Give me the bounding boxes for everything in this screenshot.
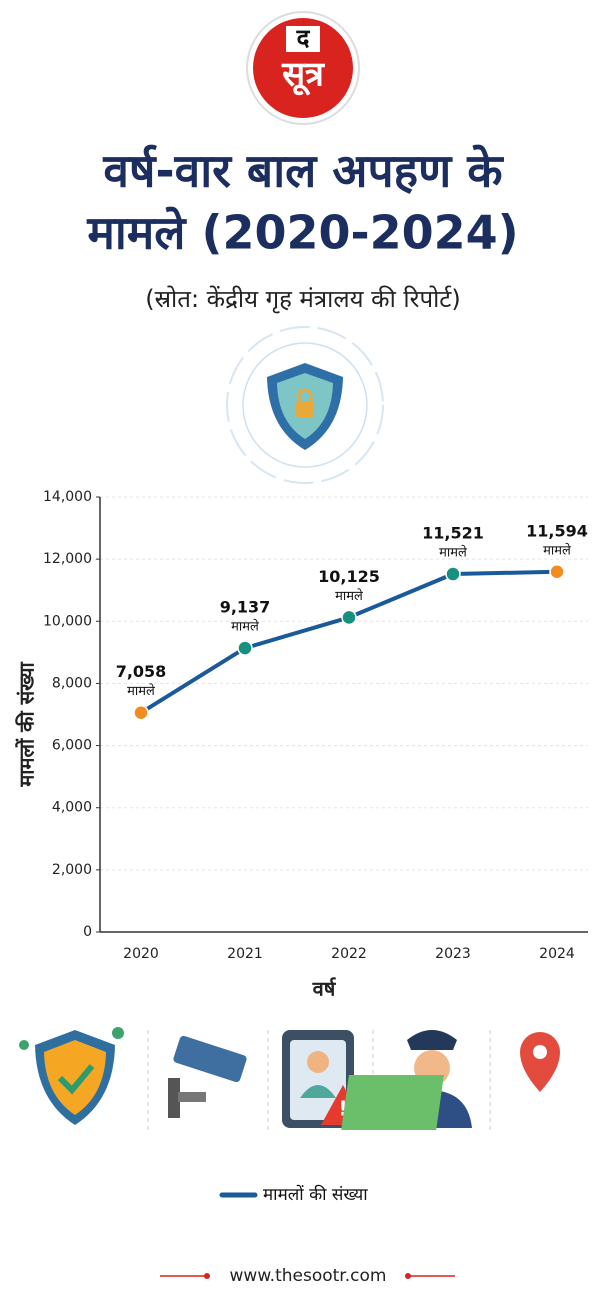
x-tick-label: 2022: [331, 946, 367, 962]
data-label: 9,137: [220, 598, 271, 617]
footer-dot: [204, 1273, 210, 1279]
data-label: 10,125: [318, 567, 380, 586]
y-tick-label: 8,000: [52, 675, 92, 691]
data-point: [341, 609, 357, 626]
legend-label: मामलों की संख्या: [263, 1184, 368, 1205]
data-point: [237, 640, 253, 656]
x-tick-label: 2020: [123, 946, 159, 962]
y-tick-label: 2,000: [52, 862, 92, 878]
data-unit-label: मामले: [335, 588, 363, 604]
shield-icon: [226, 326, 384, 484]
data-unit-label: मामले: [231, 619, 259, 635]
logo-box: [286, 26, 320, 52]
data-point: [445, 566, 461, 582]
data-label: 7,058: [116, 662, 167, 681]
data-point: [133, 704, 149, 721]
y-tick-label: 6,000: [52, 738, 92, 754]
subtitle: (स्रोत: केंद्रीय गृह मंत्रालय की रिपोर्ट…: [145, 285, 461, 314]
logo-top: द: [296, 24, 311, 52]
x-tick-label: 2024: [539, 946, 575, 962]
logo-bottom: सूत्र: [281, 55, 325, 97]
y-tick-label: 4,000: [52, 800, 92, 816]
footer-url: www.thesootr.com: [230, 1266, 387, 1286]
title-line: मामले (2020-2024): [86, 206, 518, 260]
data-unit-label: मामले: [439, 545, 467, 561]
y-tick-label: 10,000: [43, 613, 92, 629]
x-tick-label: 2021: [227, 946, 263, 962]
x-tick-label: 2023: [435, 946, 471, 962]
data-unit-label: मामले: [127, 683, 155, 699]
y-tick-label: 14,000: [43, 489, 92, 505]
data-label: 11,594: [526, 521, 588, 540]
y-tick-label: 12,000: [43, 551, 92, 567]
data-unit-label: मामले: [543, 542, 571, 558]
title-line: वर्ष-वार बाल अपहण के: [102, 144, 504, 198]
alert-mark: !: [338, 1097, 347, 1121]
logo: [253, 18, 353, 118]
icons-row: !: [19, 1027, 560, 1130]
footer-dot: [405, 1273, 411, 1279]
data-point: [549, 564, 565, 580]
x-axis-label: वर्ष: [312, 977, 337, 1001]
y-tick-label: 0: [83, 924, 92, 940]
data-label: 11,521: [422, 524, 484, 543]
y-axis-label: मामलों की संख्या: [15, 662, 39, 788]
